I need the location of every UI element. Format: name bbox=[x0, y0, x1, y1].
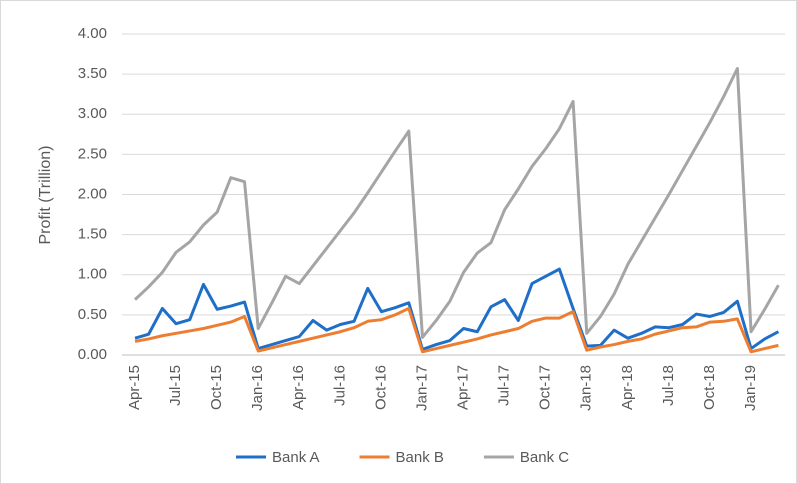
y-tick-label: 4.00 bbox=[78, 25, 107, 42]
y-tick-label: 0.50 bbox=[78, 306, 107, 323]
x-tick-label: Apr-16 bbox=[290, 365, 307, 410]
x-tick-label: Apr-17 bbox=[455, 365, 472, 410]
y-tick-label: 3.50 bbox=[78, 65, 107, 82]
x-tick-label: Jan-16 bbox=[249, 365, 266, 411]
legend-label: Bank A bbox=[272, 449, 320, 466]
y-tick-label: 0.00 bbox=[78, 346, 107, 363]
line-series bbox=[134, 306, 779, 354]
y-tick-label: 2.00 bbox=[78, 185, 107, 202]
x-tick-label: Apr-15 bbox=[126, 365, 143, 410]
x-tick-label: Jul-16 bbox=[331, 365, 348, 406]
y-axis-label: Profit (Trillion) bbox=[37, 146, 54, 245]
y-tick-label: 1.00 bbox=[78, 266, 107, 283]
y-tick-label: 1.50 bbox=[78, 226, 107, 243]
x-tick-label: Jan-17 bbox=[413, 365, 430, 411]
legend-label: Bank C bbox=[520, 449, 569, 466]
y-tick-label: 2.50 bbox=[78, 145, 107, 162]
legend-label: Bank B bbox=[396, 449, 444, 466]
x-tick-label: Jan-18 bbox=[578, 365, 595, 411]
x-tick-label: Jul-15 bbox=[167, 365, 184, 406]
x-tick-label: Oct-18 bbox=[701, 365, 718, 410]
x-tick-label: Jul-17 bbox=[496, 365, 513, 406]
x-tick-label: Apr-18 bbox=[619, 365, 636, 410]
y-tick-label: 3.00 bbox=[78, 105, 107, 122]
line-series bbox=[133, 67, 780, 339]
x-tick-label: Oct-16 bbox=[372, 365, 389, 410]
x-tick-label: Jul-18 bbox=[660, 365, 677, 406]
line-series bbox=[134, 267, 780, 351]
x-tick-label: Jan-19 bbox=[742, 365, 759, 411]
x-tick-label: Oct-15 bbox=[208, 365, 225, 410]
x-tick-label: Oct-17 bbox=[537, 365, 554, 410]
